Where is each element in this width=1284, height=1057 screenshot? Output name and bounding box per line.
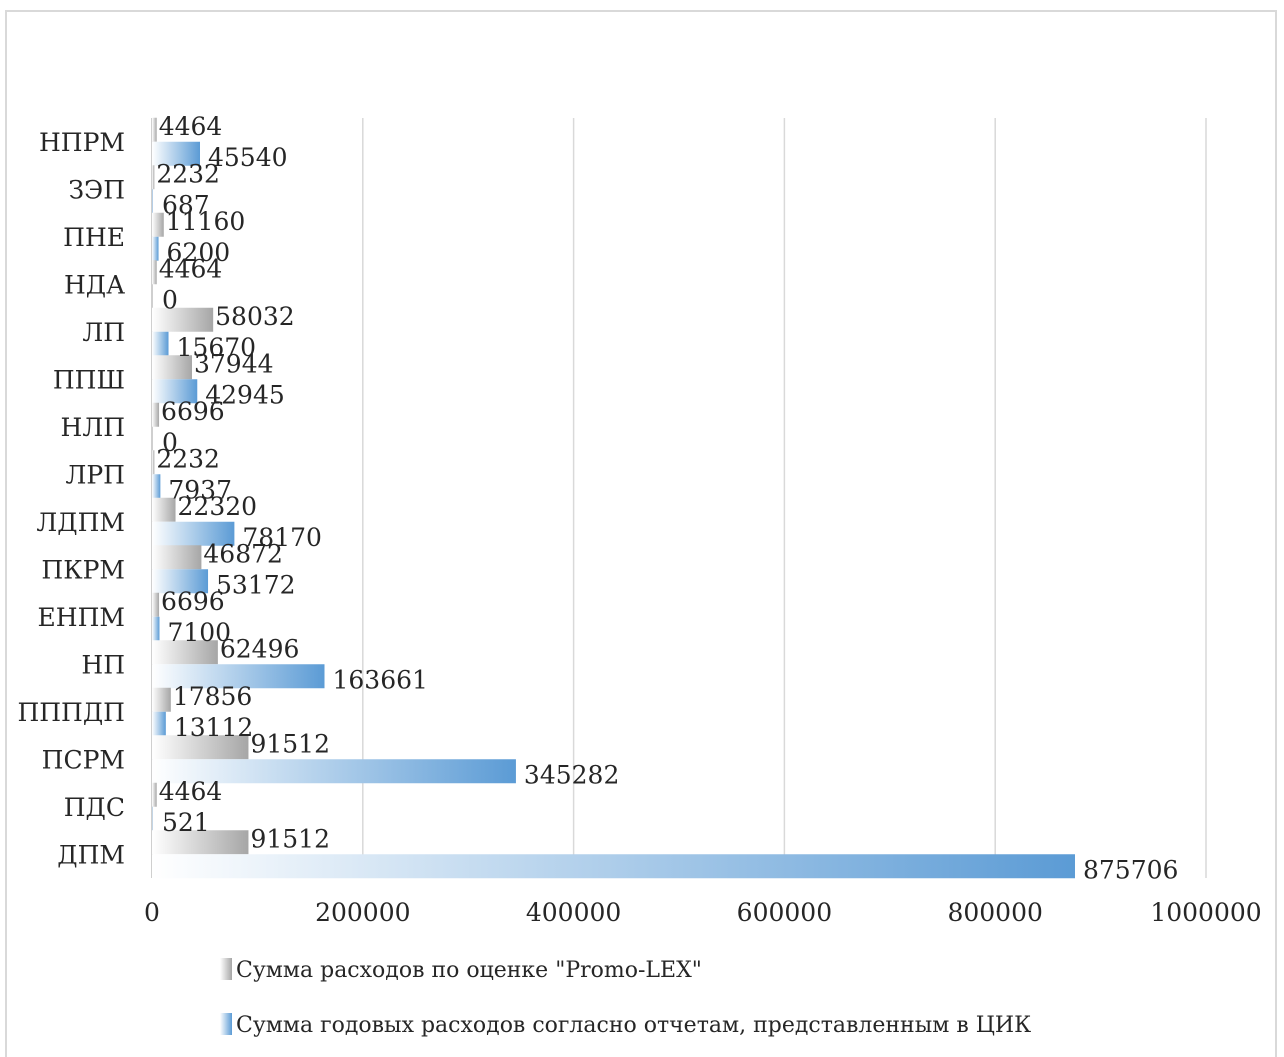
bar-promo-lex [152, 307, 214, 332]
data-label-cik: 7937 [168, 475, 232, 504]
data-label-promo-lex: 4464 [159, 254, 223, 283]
category-label: ЛРП [66, 460, 126, 489]
bar-promo-lex [152, 640, 218, 665]
data-label-promo-lex: 46872 [203, 539, 283, 568]
category-label: НЛП [61, 413, 125, 442]
bar-promo-lex [152, 592, 160, 617]
bar-cik [152, 379, 198, 404]
bar-promo-lex [152, 687, 171, 712]
bars [152, 117, 1075, 879]
data-label-promo-lex: 4464 [159, 112, 223, 141]
data-label-cik: 875706 [1083, 855, 1178, 884]
bar-promo-lex [152, 355, 192, 380]
bar-cik [152, 664, 325, 689]
data-label-promo-lex: 4464 [159, 777, 223, 806]
category-label: ЕНПМ [38, 603, 125, 632]
legend-label-promo-lex: Сумма расходов по оценке "Promo-LEX" [236, 958, 702, 983]
bar-promo-lex [152, 545, 202, 570]
category-label: ПСРМ [42, 745, 125, 774]
category-label: ЗЭП [68, 175, 125, 204]
data-label-promo-lex: 6696 [161, 397, 225, 426]
bar-cik [152, 521, 235, 546]
bar-promo-lex [152, 117, 157, 142]
category-label: ПНЕ [63, 223, 125, 252]
data-label-promo-lex: 37944 [194, 349, 274, 378]
x-tick-label: 800000 [947, 898, 1042, 927]
chart-border [5, 10, 1277, 1057]
category-label: ППШ [53, 365, 125, 394]
x-tick-label: 0 [144, 898, 160, 927]
x-tick-label: 600000 [737, 898, 832, 927]
bar-cik [152, 759, 516, 784]
legend-swatch-blue [220, 1013, 232, 1035]
category-label: НДА [64, 270, 125, 299]
data-label-promo-lex: 22320 [178, 492, 258, 521]
data-label-promo-lex: 2232 [156, 159, 220, 188]
data-labels: 4464455402232687111606200446405803215670… [156, 112, 1178, 885]
data-label-promo-lex: 91512 [250, 824, 330, 853]
bar-cik [152, 569, 209, 594]
data-label-promo-lex: 11160 [166, 207, 246, 236]
bar-cik [152, 854, 1075, 879]
bar-promo-lex [152, 830, 249, 855]
data-label-cik: 0 [162, 428, 178, 457]
data-label-cik: 345282 [524, 760, 619, 789]
data-label-cik: 163661 [332, 665, 427, 694]
data-label-cik: 0 [162, 285, 178, 314]
data-label-cik: 687 [162, 190, 210, 219]
category-label: НП [81, 650, 125, 679]
data-label-cik: 53172 [216, 570, 296, 599]
category-label: ЛДПМ [36, 508, 125, 537]
legend-label-cik: Сумма годовых расходов согласно отчетам,… [236, 1013, 1032, 1038]
data-label-cik: 45540 [208, 143, 288, 172]
category-label: ПДС [64, 793, 125, 822]
category-label: НПРМ [39, 128, 125, 157]
data-label-cik: 521 [162, 808, 210, 837]
data-label-promo-lex: 6696 [161, 587, 225, 616]
data-label-cik: 13112 [174, 713, 254, 742]
x-tick-label: 1000000 [1150, 898, 1261, 927]
bar-cik [152, 331, 169, 356]
x-tick-label: 200000 [315, 898, 410, 927]
legend-item-promo-lex: Сумма расходов по оценке "Promo-LEX" [220, 958, 702, 983]
data-label-promo-lex: 62496 [220, 634, 300, 663]
data-label-cik: 42945 [205, 380, 285, 409]
bar-promo-lex [152, 260, 157, 285]
data-label-promo-lex: 17856 [173, 682, 253, 711]
bar-promo-lex [152, 165, 155, 190]
data-label-cik: 6200 [167, 238, 231, 267]
data-label-promo-lex: 2232 [156, 444, 220, 473]
category-labels: НПРМ ЗЭП ПНЕ НДА ЛП ППШ НЛП ЛРП ЛДПМ ПКРМ ЕНПМ НП ПП… [17, 128, 125, 870]
bar-cik [152, 711, 166, 736]
bar-promo-lex [152, 782, 157, 807]
legend-swatch-grey [220, 958, 232, 980]
bar-promo-lex [152, 497, 176, 522]
x-axis-ticks: 0 200000 400000 600000 800000 1000000 [144, 898, 1262, 927]
bar-promo-lex [152, 450, 155, 475]
category-label: ЛП [82, 318, 125, 347]
category-label: ДПМ [57, 840, 125, 869]
bar-cik [152, 474, 161, 499]
data-label-promo-lex: 58032 [215, 302, 295, 331]
data-label-cik: 7100 [167, 618, 231, 647]
bar-cik [152, 616, 160, 641]
bar-promo-lex [152, 212, 164, 237]
category-label: ПППДП [17, 698, 125, 727]
data-label-cik: 78170 [242, 523, 322, 552]
bar-promo-lex [152, 402, 160, 427]
bar-cik [152, 141, 200, 166]
data-label-promo-lex: 91512 [250, 729, 330, 758]
bar-cik [152, 189, 153, 214]
bar-promo-lex [152, 735, 249, 760]
legend-item-cik: Сумма годовых расходов согласно отчетам,… [220, 1013, 1031, 1038]
bar-cik [152, 806, 153, 831]
data-label-cik: 15670 [177, 333, 257, 362]
bar-cik [152, 236, 159, 261]
category-label: ПКРМ [41, 555, 125, 584]
x-tick-label: 400000 [526, 898, 621, 927]
